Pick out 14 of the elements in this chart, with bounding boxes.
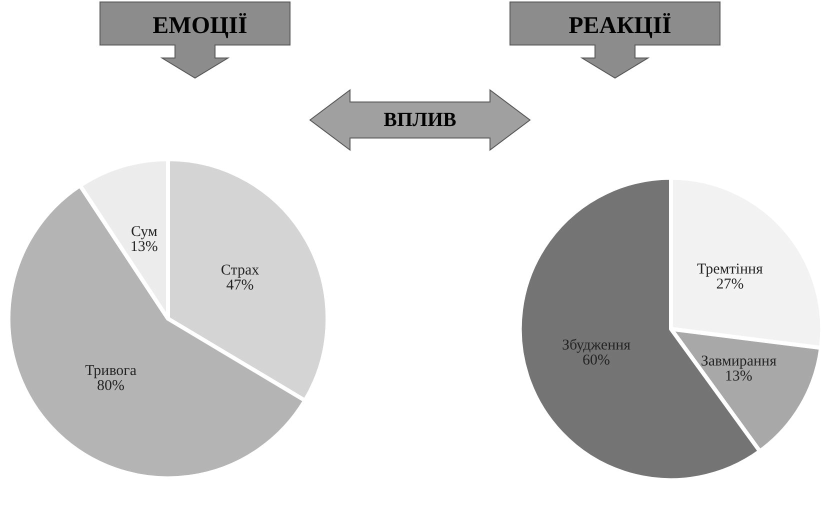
data-label: 60% xyxy=(582,352,610,369)
data-label: 27% xyxy=(716,276,744,292)
slice-label: Збудження xyxy=(562,338,631,354)
data-label: 80% xyxy=(97,378,125,394)
data-label: 13% xyxy=(724,368,752,384)
slice-label: Тремтіння xyxy=(697,261,764,278)
slice-label: Завмирання xyxy=(700,353,777,370)
slice-label: Тривога xyxy=(85,363,137,380)
slice-label: Страх xyxy=(220,262,260,278)
data-label: 13% xyxy=(130,238,158,255)
slice-label: Сум xyxy=(130,224,158,240)
chart-title: ЕМОЦІЇ xyxy=(152,13,248,39)
data-label: 47% xyxy=(226,277,254,294)
chart-title: РЕАКЦІЇ xyxy=(568,13,672,39)
